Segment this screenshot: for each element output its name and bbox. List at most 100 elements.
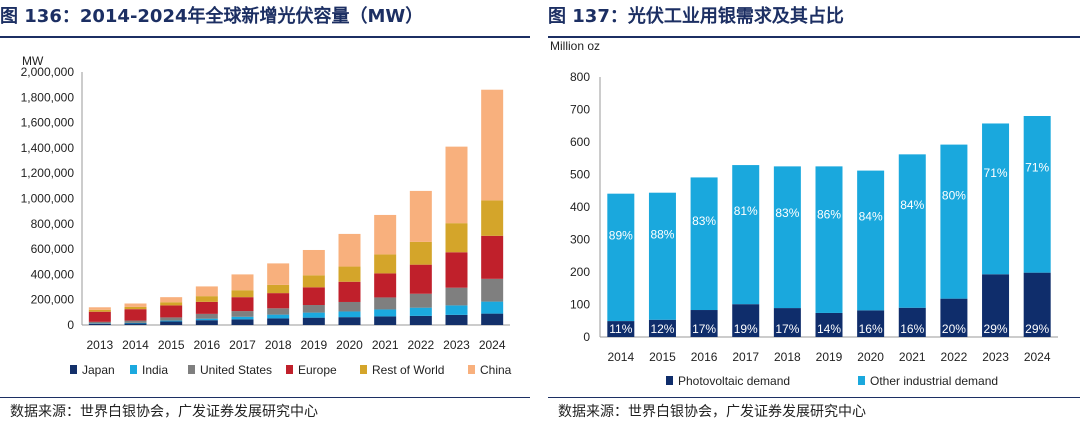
y-tick-label: 2,000,000 (21, 65, 75, 79)
bar-china-2014 (124, 303, 147, 307)
bar-india-2021 (374, 309, 397, 317)
bar-japan-2019 (302, 317, 325, 325)
bar-china-2018 (267, 263, 290, 285)
bar-europe-2015 (160, 305, 183, 318)
bar-other-industrial-demand-2019 (815, 166, 843, 313)
legend-label-china: China (480, 363, 512, 377)
bar-china-2019 (302, 249, 325, 276)
y-tick-label: 1,800,000 (21, 90, 75, 104)
bar-photovoltaic-demand-2021 (898, 307, 926, 337)
bar-india-2017 (231, 316, 254, 320)
y-tick-label: 0 (583, 330, 590, 344)
y-tick-label: 200 (570, 265, 590, 279)
bar-europe-2018 (267, 293, 290, 309)
data-label-photovoltaic-demand: 19% (734, 322, 758, 336)
y-tick-label: 700 (570, 103, 590, 117)
y-tick-label: 1,000,000 (21, 192, 75, 206)
panel-pv-silver-demand: 图 137：光伏工业用银需求及其占比 Million oz 0 100 200 300 4… (548, 0, 1080, 429)
bar-photovoltaic-demand-2016 (690, 310, 718, 337)
data-label-other-industrial-demand: 89% (609, 229, 633, 243)
bar-rest-of-world-2015 (160, 302, 183, 306)
bar-photovoltaic-demand-2018 (773, 308, 801, 337)
figure-label-right: 图 137： (548, 6, 628, 27)
x-tick-label: 2017 (229, 338, 256, 352)
figure-title-right: 图 137：光伏工业用银需求及其占比 (548, 0, 844, 34)
legend-label-other-industrial-demand: Other industrial demand (870, 374, 998, 388)
bar-rest-of-world-2019 (302, 275, 325, 288)
data-label-other-industrial-demand: 71% (1025, 161, 1049, 175)
panel-new-pv-capacity: 图 136：2014-2024年全球新增光伏容量（MW） MW 0 200,000 4… (0, 0, 530, 429)
data-label-other-industrial-demand: 86% (817, 208, 841, 222)
bar-india-2016 (195, 318, 218, 321)
data-label-photovoltaic-demand: 29% (1025, 322, 1049, 336)
bar-united-states-2020 (338, 301, 361, 312)
bar-europe-2020 (338, 281, 361, 302)
bar-rest-of-world-2016 (195, 296, 218, 302)
data-label-other-industrial-demand: 71% (984, 166, 1008, 180)
bar-india-2020 (338, 311, 361, 318)
data-label-photovoltaic-demand: 20% (942, 322, 966, 336)
x-tick-label: 2024 (1024, 350, 1051, 364)
bar-photovoltaic-demand-2023 (982, 274, 1010, 337)
bar-japan-2022 (409, 315, 432, 325)
bar-united-states-2015 (160, 317, 183, 321)
legend-label-rest-of-world: Rest of World (372, 363, 444, 377)
legend-label-united-states: United States (200, 363, 272, 377)
y-tick-label: 200,000 (31, 293, 75, 307)
bar-japan-2024 (481, 313, 504, 325)
y-tick-label: 600,000 (31, 242, 75, 256)
bar-japan-2023 (445, 314, 468, 325)
legend-label-japan: Japan (82, 363, 115, 377)
bar-photovoltaic-demand-2017 (732, 304, 760, 337)
x-tick-label: 2016 (691, 350, 718, 364)
legend-swatch-china (468, 365, 475, 374)
x-tick-label: 2013 (86, 338, 113, 352)
bar-europe-2021 (374, 273, 397, 298)
data-label-photovoltaic-demand: 14% (817, 322, 841, 336)
source-note-right: 数据来源：世界白银协会，广发证券发展研究中心 (558, 404, 866, 420)
bar-rest-of-world-2024 (481, 200, 504, 236)
bar-rest-of-world-2014 (124, 306, 147, 310)
bar-china-2023 (445, 146, 468, 224)
bar-india-2023 (445, 305, 468, 315)
bar-united-states-2016 (195, 313, 218, 319)
bar-rest-of-world-2018 (267, 284, 290, 294)
bar-china-2021 (374, 214, 397, 255)
x-tick-label: 2020 (336, 338, 363, 352)
legend-swatch-rest-of-world (360, 365, 367, 374)
source-rule-left (0, 397, 530, 398)
bar-united-states-2017 (231, 311, 254, 317)
bar-india-2015 (160, 320, 183, 322)
bar-india-2014 (124, 322, 147, 324)
data-label-other-industrial-demand: 84% (859, 210, 883, 224)
figure-title-text-right: 光伏工业用银需求及其占比 (627, 6, 844, 27)
bar-photovoltaic-demand-2022 (940, 298, 968, 337)
bar-japan-2014 (124, 323, 147, 325)
bar-india-2018 (267, 314, 290, 319)
x-tick-label: 2014 (122, 338, 149, 352)
bar-united-states-2023 (445, 287, 468, 306)
bar-rest-of-world-2013 (88, 309, 111, 312)
x-tick-label: 2016 (193, 338, 220, 352)
bar-china-2024 (481, 89, 504, 201)
x-tick-label: 2021 (899, 350, 926, 364)
y-axis-unit-label: Million oz (550, 39, 600, 53)
bar-united-states-2019 (302, 305, 325, 313)
y-tick-label: 600 (570, 135, 590, 149)
stacked-bar-chart-silver-demand: Million oz 0 100 200 300 400 500 600 700 800 11% 89… (550, 39, 1058, 388)
y-tick-label: 500 (570, 168, 590, 182)
bar-united-states-2014 (124, 320, 147, 323)
x-tick-label: 2019 (300, 338, 327, 352)
bar-china-2022 (409, 190, 432, 242)
title-rule-right (548, 36, 1080, 38)
bar-india-2022 (409, 307, 432, 316)
figure-title-left: 图 136：2014-2024年全球新增光伏容量（MW） (0, 0, 423, 34)
bar-china-2013 (88, 307, 111, 310)
bar-europe-2019 (302, 287, 325, 306)
bar-japan-2013 (88, 323, 111, 325)
bar-japan-2021 (374, 316, 397, 325)
bar-photovoltaic-demand-2019 (815, 312, 843, 337)
bar-japan-2020 (338, 317, 361, 325)
data-label-photovoltaic-demand: 16% (900, 322, 924, 336)
x-tick-label: 2022 (941, 350, 968, 364)
